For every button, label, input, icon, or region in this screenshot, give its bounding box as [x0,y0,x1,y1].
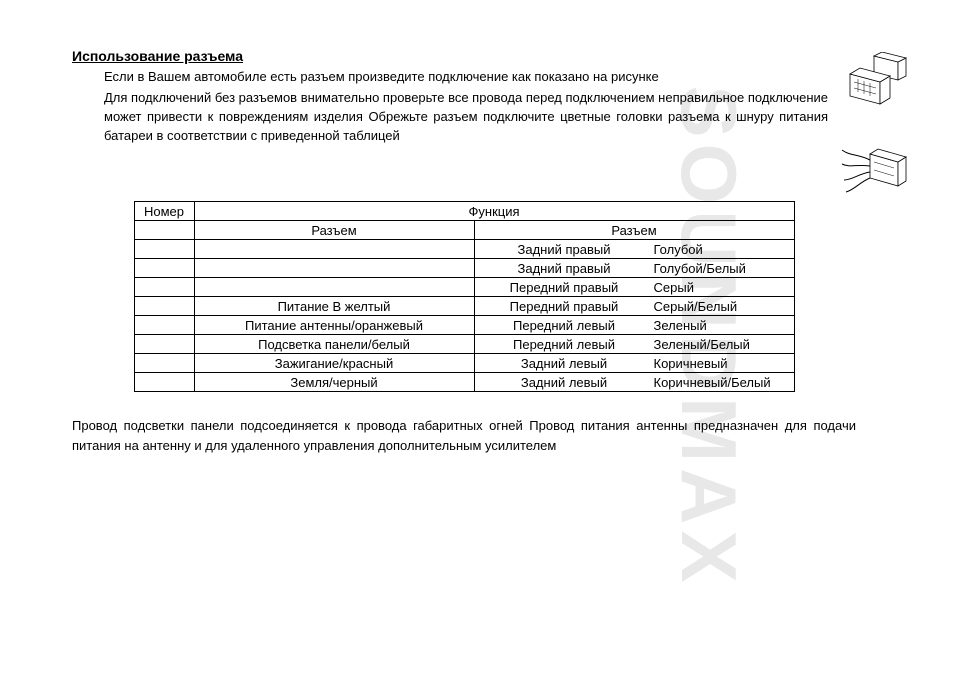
table-row: Подсветка панели/белыйПередний левыйЗеле… [134,335,794,354]
section-heading: Использование разъема [72,48,856,64]
cell-number [134,335,194,354]
cell-connector-a [194,259,474,278]
cell-number [134,278,194,297]
intro-paragraph-1: Если в Вашем автомобиле есть разъем прои… [104,68,828,87]
cell-connector-b: Передний правыйСерый/Белый [474,297,794,316]
intro-paragraph-2: Для подключений без разъемов внимательно… [104,89,828,146]
connector-table: Номер Функция Разъем Разъем Задний правы… [134,201,795,392]
b-label: Передний левый [481,337,648,352]
header-number: Номер [134,202,194,221]
table-subheader-row: Разъем Разъем [134,221,794,240]
intro-text: Если в Вашем автомобиле есть разъем прои… [72,68,856,145]
b-label: Передний левый [481,318,648,333]
cell-connector-b: Передний левыйЗеленый/Белый [474,335,794,354]
table-row: Земля/черныйЗадний левыйКоричневый/Белый [134,373,794,392]
cell-connector-b: Передний правыйСерый [474,278,794,297]
table-row: Питание антенны/оранжевыйПередний левыйЗ… [134,316,794,335]
cell-connector-a: Земля/черный [194,373,474,392]
table-row: Зажигание/красныйЗадний левыйКоричневый [134,354,794,373]
footnote-text: Провод подсветки панели подсоединяется к… [72,416,856,455]
table-row: Передний правыйСерый [134,278,794,297]
cell-connector-a: Питание антенны/оранжевый [194,316,474,335]
cell-number [134,316,194,335]
b-label: Задний левый [481,375,648,390]
cell-connector-b: Задний левыйКоричневый/Белый [474,373,794,392]
iso-connector-wires-icon [840,140,912,200]
cell-number [134,240,194,259]
cell-connector-a [194,278,474,297]
b-color: Голубой [648,242,788,257]
cell-number [134,373,194,392]
header-function: Функция [194,202,794,221]
cell-number [134,354,194,373]
cell-connector-a: Питание В желтый [194,297,474,316]
table-row: Задний правыйГолубой [134,240,794,259]
b-label: Задний правый [481,261,648,276]
subheader-blank [134,221,194,240]
connector-illustrations [838,52,914,200]
b-color: Коричневый/Белый [648,375,788,390]
iso-connector-pair-icon [840,52,912,112]
cell-number [134,297,194,316]
cell-connector-b: Передний левыйЗеленый [474,316,794,335]
cell-connector-b: Задний правыйГолубой/Белый [474,259,794,278]
b-label: Задний левый [481,356,648,371]
table-row: Задний правыйГолубой/Белый [134,259,794,278]
cell-connector-a: Зажигание/красный [194,354,474,373]
b-label: Задний правый [481,242,648,257]
b-color: Серый/Белый [648,299,788,314]
b-label: Передний правый [481,299,648,314]
cell-connector-b: Задний правыйГолубой [474,240,794,259]
cell-connector-b: Задний левыйКоричневый [474,354,794,373]
b-label: Передний правый [481,280,648,295]
b-color: Зеленый [648,318,788,333]
cell-connector-a [194,240,474,259]
b-color: Коричневый [648,356,788,371]
b-color: Зеленый/Белый [648,337,788,352]
b-color: Голубой/Белый [648,261,788,276]
cell-connector-a: Подсветка панели/белый [194,335,474,354]
table-row: Питание В желтыйПередний правыйСерый/Бел… [134,297,794,316]
subheader-b: Разъем [474,221,794,240]
subheader-a: Разъем [194,221,474,240]
b-color: Серый [648,280,788,295]
table-header-row: Номер Функция [134,202,794,221]
cell-number [134,259,194,278]
